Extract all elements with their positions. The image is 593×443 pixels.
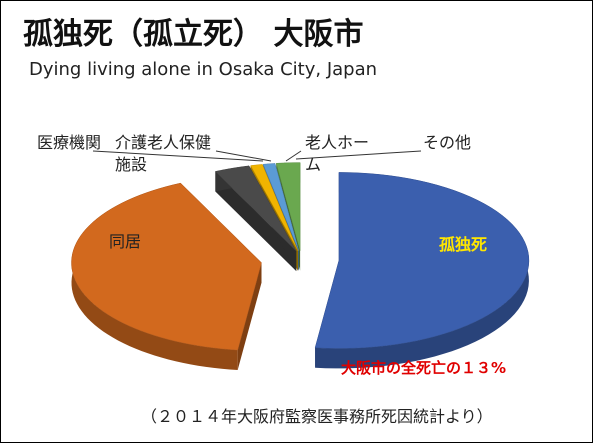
leader-line <box>215 150 272 162</box>
slice-side <box>315 172 529 369</box>
slice-label: 老人ホーム <box>305 133 370 174</box>
slice-label: 同居 <box>109 232 142 251</box>
pie-slice <box>71 182 262 351</box>
slice-side <box>71 183 238 371</box>
slice-label: 介護老人保健施設 <box>115 133 212 174</box>
leader-line <box>295 150 422 160</box>
pie-slice <box>250 164 299 251</box>
slice-side <box>237 262 262 371</box>
leader-line <box>285 150 302 162</box>
pie-slice <box>314 172 530 349</box>
pie-slice <box>214 165 297 252</box>
pie-slice <box>262 163 300 251</box>
leader-line <box>92 150 264 162</box>
chart-title: 孤独死（孤立死） 大阪市 <box>23 17 364 52</box>
slice-label: 孤独死 <box>439 235 488 254</box>
slice-label: その他 <box>423 133 472 152</box>
chart-subtitle: Dying living alone in Osaka City, Japan <box>29 59 378 80</box>
source-note: （２０１４年大阪府監察医事務所死因統計より） <box>141 407 493 426</box>
slice-side <box>215 171 297 272</box>
slice-label: 医療機関 <box>37 133 102 152</box>
pie-slice <box>275 162 301 251</box>
annotation: 大阪市の全死亡の１３% <box>341 359 507 377</box>
